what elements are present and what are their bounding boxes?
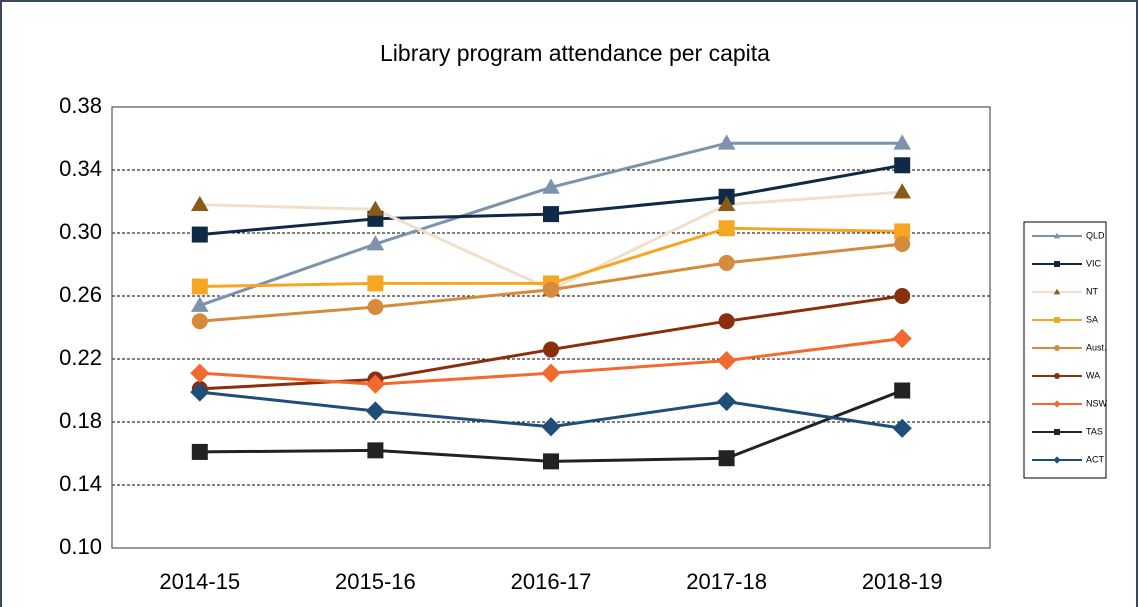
data-point [717, 134, 736, 150]
legend-label: ACT [1086, 454, 1105, 464]
data-point [543, 206, 559, 223]
legend-marker [1054, 373, 1060, 379]
legend-marker [1053, 288, 1061, 295]
x-tick-label: 2018-19 [862, 569, 943, 594]
legend-marker [1053, 232, 1061, 239]
y-tick-label: 0.38 [59, 93, 102, 118]
data-point [542, 178, 560, 194]
data-point [190, 382, 210, 402]
data-point [894, 223, 911, 240]
legend-marker [1054, 317, 1060, 323]
legend-label: Aust. [1086, 342, 1107, 352]
data-point [541, 363, 561, 383]
y-tick-label: 0.30 [59, 219, 102, 244]
data-point [717, 195, 736, 212]
data-point [718, 254, 735, 271]
data-point [717, 350, 737, 371]
y-tick-label: 0.22 [59, 345, 102, 370]
data-point [191, 313, 208, 330]
y-tick-label: 0.14 [59, 471, 102, 496]
legend-label: TAS [1086, 426, 1103, 436]
data-point [894, 157, 911, 174]
chart-title: Library program attendance per capita [380, 40, 770, 66]
data-point [191, 443, 208, 460]
data-point [366, 200, 385, 216]
data-point [367, 275, 384, 292]
x-tick-label: 2016-17 [511, 569, 592, 594]
data-point [894, 382, 911, 399]
data-point [717, 391, 737, 412]
x-tick-label: 2014-15 [159, 569, 240, 594]
data-point [892, 418, 912, 438]
x-tick-label: 2017-18 [686, 569, 767, 594]
x-tick-label: 2015-16 [335, 569, 416, 594]
data-point [718, 313, 735, 330]
data-point [367, 299, 384, 316]
data-point [894, 288, 911, 304]
data-point [718, 220, 735, 237]
data-point [191, 226, 208, 243]
data-point [543, 341, 559, 358]
data-point [366, 235, 385, 251]
data-point [893, 134, 911, 150]
legend-marker [1053, 400, 1061, 408]
data-point [365, 374, 385, 394]
data-point [190, 363, 210, 383]
legend-label: VIC [1086, 258, 1102, 268]
legend-label: NT [1086, 286, 1098, 296]
legend-label: NSW [1086, 398, 1108, 408]
legend-label: QLD [1086, 230, 1105, 240]
data-point [894, 236, 911, 253]
y-tick-label: 0.34 [59, 156, 102, 181]
data-point [541, 417, 561, 437]
legend-marker [1054, 261, 1060, 267]
data-point [367, 442, 384, 459]
data-point [718, 450, 735, 467]
data-point [191, 278, 208, 295]
y-tick-label: 0.26 [59, 282, 102, 307]
data-point [893, 183, 911, 199]
data-point [543, 453, 559, 470]
legend-marker [1054, 429, 1060, 435]
data-point [892, 328, 912, 349]
legend-marker [1054, 345, 1060, 351]
data-point [543, 281, 559, 298]
plot-border [111, 106, 991, 549]
data-point [365, 401, 385, 421]
legend-marker [1053, 456, 1061, 464]
legend-label: WA [1086, 370, 1100, 380]
data-point [191, 296, 209, 312]
y-tick-label: 0.18 [59, 408, 102, 433]
y-tick-label: 0.10 [59, 534, 102, 559]
data-point [191, 195, 209, 212]
legend-label: SA [1086, 314, 1098, 324]
